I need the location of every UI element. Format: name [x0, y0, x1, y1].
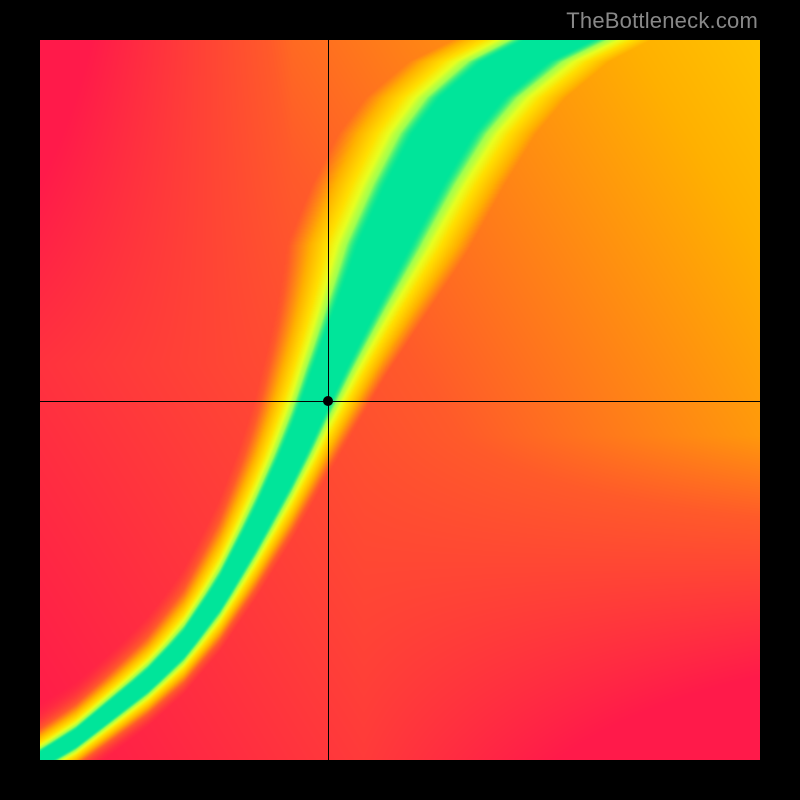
crosshair-horizontal — [40, 401, 760, 402]
heatmap-plot — [40, 40, 760, 760]
watermark-text: TheBottleneck.com — [566, 8, 758, 34]
heatmap-canvas — [40, 40, 760, 760]
crosshair-marker-dot — [323, 396, 333, 406]
chart-container: TheBottleneck.com — [0, 0, 800, 800]
